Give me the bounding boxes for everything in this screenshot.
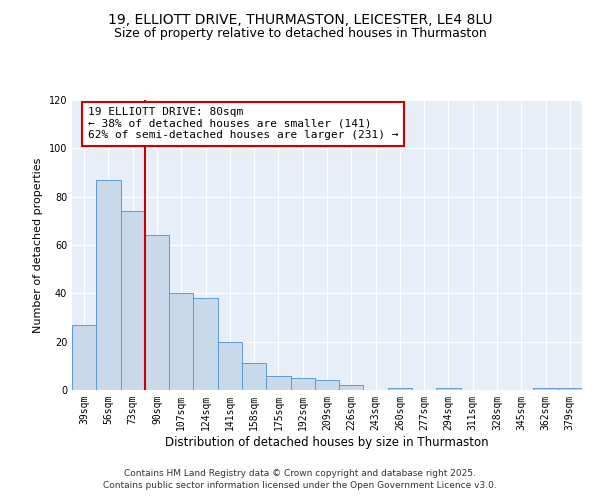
Text: 19, ELLIOTT DRIVE, THURMASTON, LEICESTER, LE4 8LU: 19, ELLIOTT DRIVE, THURMASTON, LEICESTER… <box>108 12 492 26</box>
Bar <box>388 388 412 390</box>
Bar <box>121 211 145 390</box>
Bar <box>315 380 339 390</box>
Text: Contains HM Land Registry data © Crown copyright and database right 2025.: Contains HM Land Registry data © Crown c… <box>124 468 476 477</box>
Bar <box>242 364 266 390</box>
Text: 19 ELLIOTT DRIVE: 80sqm
← 38% of detached houses are smaller (141)
62% of semi-d: 19 ELLIOTT DRIVE: 80sqm ← 38% of detache… <box>88 108 398 140</box>
Y-axis label: Number of detached properties: Number of detached properties <box>33 158 43 332</box>
Bar <box>145 236 169 390</box>
Bar <box>169 294 193 390</box>
Text: Contains public sector information licensed under the Open Government Licence v3: Contains public sector information licen… <box>103 481 497 490</box>
Bar <box>193 298 218 390</box>
Bar <box>96 180 121 390</box>
Bar <box>218 342 242 390</box>
X-axis label: Distribution of detached houses by size in Thurmaston: Distribution of detached houses by size … <box>165 436 489 448</box>
Bar <box>290 378 315 390</box>
Text: Size of property relative to detached houses in Thurmaston: Size of property relative to detached ho… <box>113 28 487 40</box>
Bar <box>266 376 290 390</box>
Bar <box>533 388 558 390</box>
Bar <box>339 385 364 390</box>
Bar <box>558 388 582 390</box>
Bar <box>72 325 96 390</box>
Bar <box>436 388 461 390</box>
